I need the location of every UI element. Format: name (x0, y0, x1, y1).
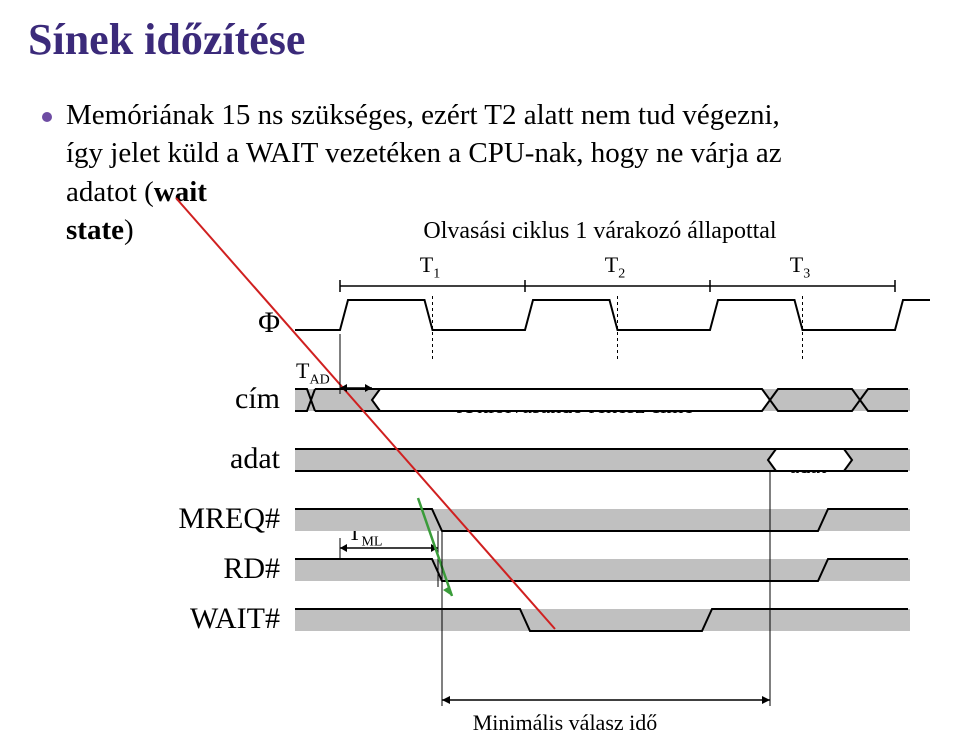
timing-diagram (0, 0, 960, 747)
page: Sínek időzítése Memóriának 15 ns szükség… (0, 0, 960, 747)
